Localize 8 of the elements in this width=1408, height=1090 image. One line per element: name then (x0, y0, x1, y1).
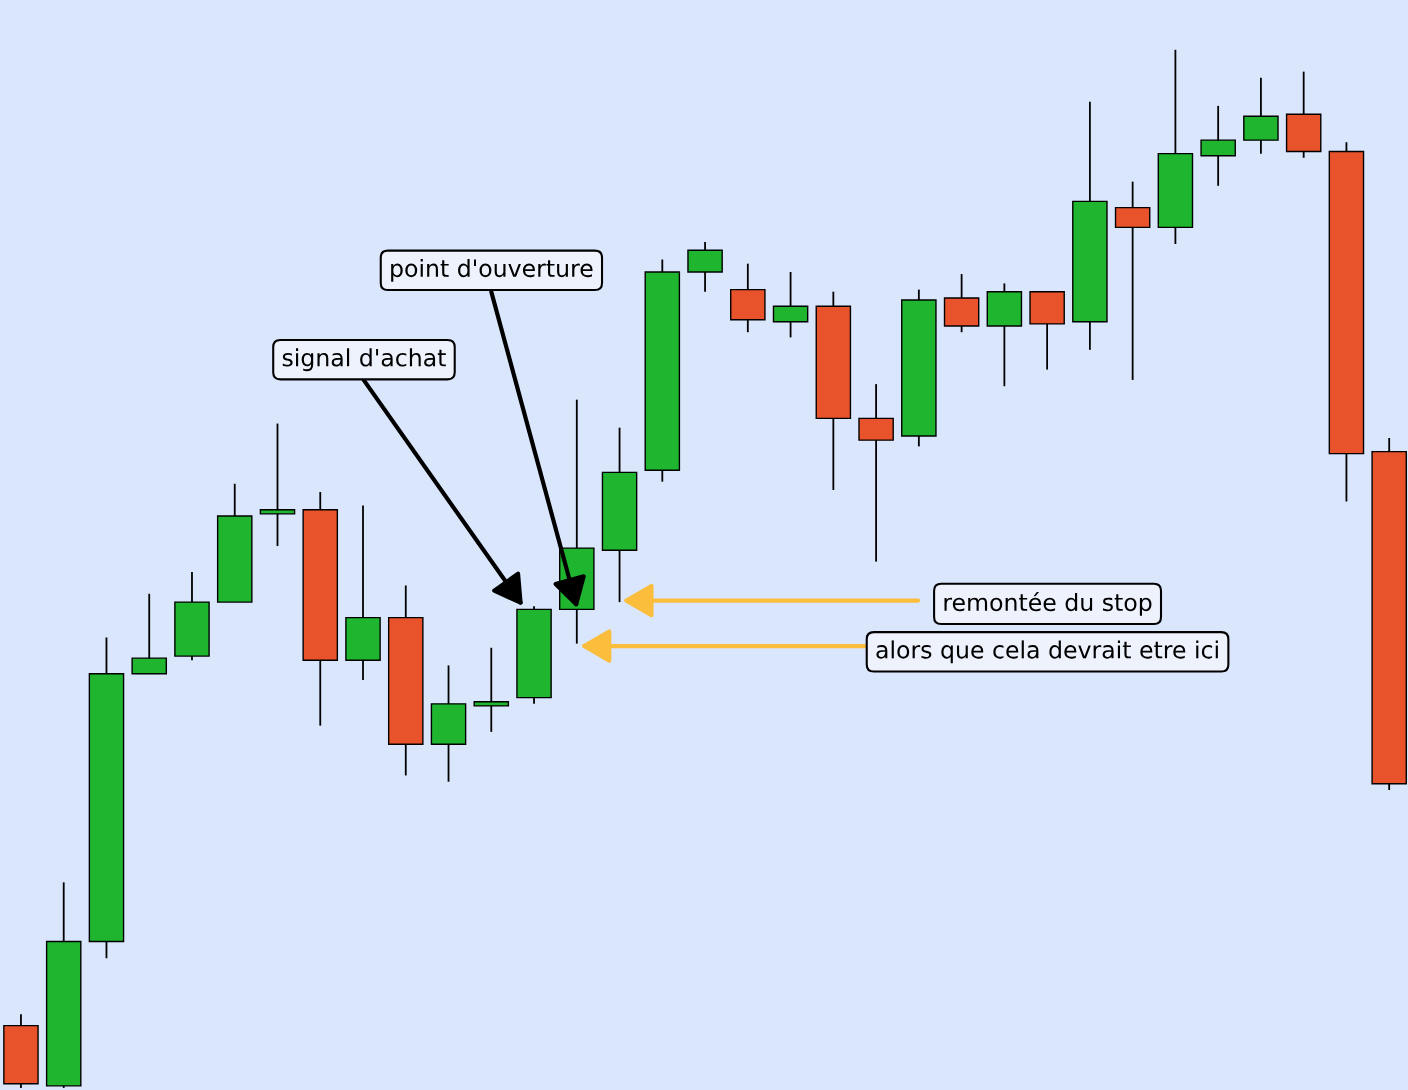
annotation: alors que cela devrait etre ici (876, 640, 1218, 664)
annotation: signal d'achat (282, 348, 446, 372)
candlestick (1114, 180, 1151, 381)
candlestick (858, 383, 894, 563)
candlestick (259, 422, 296, 547)
annotation: remontée du stop (944, 591, 1152, 616)
annotation: point d'ouverture (391, 258, 593, 282)
candlestick (473, 646, 510, 733)
